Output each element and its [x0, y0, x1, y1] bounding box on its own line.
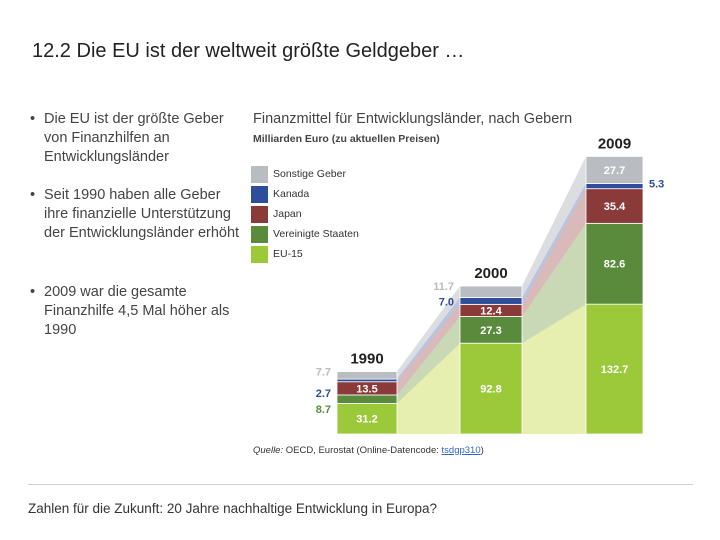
chart-title: Finanzmittel für Entwicklungsländer, nac… [253, 111, 573, 127]
legend-swatch [251, 246, 268, 263]
bullet-item: Seit 1990 haben alle Geber ihre finanzie… [28, 186, 243, 243]
footer-text: Zahlen für die Zukunft: 20 Jahre nachhal… [28, 501, 438, 516]
legend-label: Sonstige Geber [273, 168, 346, 180]
value-label-1990-2: 13.5 [356, 383, 377, 395]
chart-unit-label: Milliarden Euro (zu aktuellen Preisen) [253, 133, 440, 145]
bar-2000-3 [459, 297, 523, 305]
source-link[interactable]: tsdgp310 [441, 445, 481, 456]
value-label-2000-4: 11.7 [433, 281, 454, 293]
value-label-2009-2: 35.4 [604, 201, 626, 213]
value-label-2009-4: 27.7 [604, 165, 625, 177]
year-label-1990: 1990 [350, 351, 383, 368]
year-label-2009: 2009 [598, 135, 631, 152]
bar-2009-2 [585, 188, 644, 224]
value-label-2009-3: 5.3 [649, 179, 664, 191]
legend-swatch [251, 186, 268, 203]
bar-2000-0 [459, 342, 523, 435]
legend-item-japan: Japan [251, 206, 511, 224]
bullet-item: Die EU ist der größte Geber von Finanzhi… [28, 110, 243, 167]
source-prefix: Quelle: [253, 445, 284, 456]
title-number: 12.2 [32, 40, 71, 62]
bar-2000-4 [459, 285, 523, 298]
footer-divider [28, 484, 693, 485]
legend-swatch [251, 166, 268, 183]
title-text: Die EU ist der weltweit größte Geldgeber… [76, 40, 465, 62]
legend-label: Vereinigte Staaten [273, 228, 359, 240]
bar-2009-3 [585, 183, 644, 190]
legend-item-other: Sonstige Geber [251, 166, 511, 184]
value-label-1990-4: 7.7 [316, 367, 331, 379]
bar-2009-4 [585, 155, 644, 184]
value-label-2000-0: 92.8 [480, 384, 501, 396]
value-label-2009-1: 82.6 [604, 259, 625, 271]
year-label-2000: 2000 [474, 265, 507, 282]
bar-1990-0 [336, 403, 398, 435]
legend-swatch [251, 226, 268, 243]
value-label-1990-3: 2.7 [316, 388, 331, 400]
legend-label: Japan [273, 208, 302, 220]
source-note: Quelle: OECD, Eurostat (Online-Datencode… [253, 445, 484, 456]
page-title: 12.2 Die EU ist der weltweit größte Geld… [32, 40, 464, 63]
value-label-2009-0: 132.7 [601, 364, 629, 376]
legend-item-usa: Vereinigte Staaten [251, 226, 511, 244]
legend-item-eu15: EU-15 [251, 246, 511, 264]
bar-1990-1 [336, 394, 398, 404]
value-label-2000-3: 7.0 [439, 296, 454, 308]
value-label-1990-1: 8.7 [316, 404, 331, 416]
bar-2009-1 [585, 222, 644, 305]
source-text: OECD, Eurostat (Online-Datencode: [283, 445, 442, 456]
legend-label: EU-15 [273, 248, 303, 260]
value-label-2000-1: 27.3 [480, 325, 501, 337]
legend-item-kanada: Kanada [251, 186, 511, 204]
bullet-item: 2009 war die gesamte Finanzhilfe 4,5 Mal… [28, 283, 243, 340]
legend-label: Kanada [273, 188, 310, 200]
source-suffix: ) [480, 445, 484, 456]
bar-1990-4 [336, 371, 398, 380]
bar-2009-0 [585, 303, 644, 435]
value-label-2000-2: 12.4 [480, 305, 502, 317]
value-label-1990-0: 31.2 [356, 414, 377, 426]
legend-swatch [251, 206, 268, 223]
